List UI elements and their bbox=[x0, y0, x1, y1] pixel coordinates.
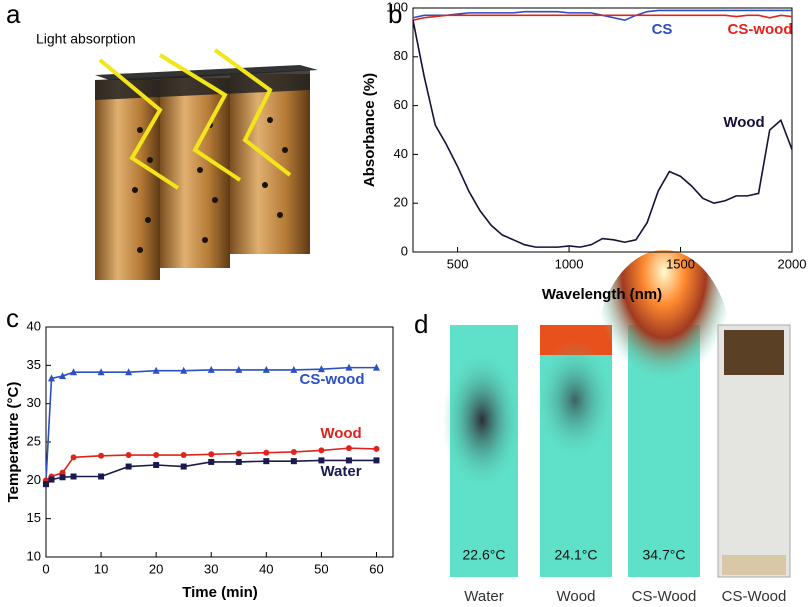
x-tick-label: 50 bbox=[314, 561, 328, 576]
point bbox=[208, 458, 215, 465]
point bbox=[98, 473, 105, 480]
panel-label: b bbox=[388, 0, 402, 29]
plot-frame bbox=[412, 7, 793, 253]
y-axis-label: Temperature (°C) bbox=[5, 382, 22, 503]
y-tick-label: 35 bbox=[27, 357, 41, 372]
photo-caption: Water bbox=[464, 588, 503, 605]
x-tick-label: 10 bbox=[94, 561, 108, 576]
point bbox=[290, 458, 297, 465]
y-tick-label: 80 bbox=[394, 48, 408, 63]
illustration-label: Light absorption bbox=[36, 31, 136, 47]
x-axis-label: Time (min) bbox=[182, 584, 258, 601]
point bbox=[373, 445, 380, 452]
series-label: CS-wood bbox=[300, 371, 365, 388]
point bbox=[263, 458, 270, 465]
point bbox=[262, 365, 270, 373]
point bbox=[345, 445, 352, 452]
point bbox=[70, 368, 78, 376]
x-tick-label: 500 bbox=[447, 256, 469, 271]
point bbox=[70, 454, 77, 461]
point bbox=[125, 463, 132, 470]
photo-temperature: 34.7°C bbox=[643, 547, 686, 563]
point bbox=[152, 366, 160, 374]
x-tick-label: 1500 bbox=[666, 256, 695, 271]
series-label: Wood bbox=[723, 114, 764, 131]
point bbox=[59, 469, 66, 476]
y-tick-label: 100 bbox=[386, 0, 408, 14]
y-tick-label: 15 bbox=[27, 510, 41, 525]
point bbox=[317, 365, 325, 373]
x-axis-label: Wavelength (nm) bbox=[542, 286, 662, 303]
point bbox=[70, 473, 77, 480]
point bbox=[98, 452, 105, 459]
x-tick-label: 2000 bbox=[778, 256, 807, 271]
y-tick-label: 30 bbox=[27, 395, 41, 410]
point bbox=[153, 462, 160, 468]
series-label: Water bbox=[320, 463, 361, 480]
thermal-images bbox=[442, 250, 791, 578]
point bbox=[153, 452, 160, 459]
series-line bbox=[412, 20, 793, 248]
photo-caption: CS-Wood bbox=[632, 588, 697, 605]
point bbox=[290, 448, 297, 455]
panel-label: a bbox=[6, 0, 21, 29]
x-tick-label: 20 bbox=[149, 561, 163, 576]
point bbox=[263, 449, 270, 456]
point bbox=[125, 452, 132, 459]
plot-frame bbox=[45, 326, 394, 558]
point bbox=[290, 365, 298, 373]
point bbox=[125, 368, 133, 376]
point bbox=[318, 457, 325, 464]
y-tick-label: 0 bbox=[401, 243, 408, 258]
panel-label: c bbox=[6, 303, 19, 333]
point bbox=[208, 451, 215, 458]
y-tick-label: 60 bbox=[394, 97, 408, 112]
point bbox=[48, 476, 55, 483]
point bbox=[43, 481, 49, 488]
wood-illustration bbox=[95, 48, 318, 280]
point bbox=[372, 363, 380, 371]
y-tick-label: 40 bbox=[27, 318, 41, 333]
photo-temperature: 24.1°C bbox=[555, 547, 598, 563]
y-tick-label: 20 bbox=[27, 472, 41, 487]
x-tick-label: 60 bbox=[369, 561, 383, 576]
series-label: Wood bbox=[320, 425, 361, 442]
y-axis-label: Absorbance (%) bbox=[361, 73, 378, 187]
series-label: CS-wood bbox=[728, 21, 793, 38]
y-tick-label: 20 bbox=[394, 195, 408, 210]
point bbox=[373, 457, 380, 464]
point bbox=[59, 474, 66, 481]
x-tick-label: 30 bbox=[204, 561, 218, 576]
point bbox=[318, 447, 325, 454]
point bbox=[235, 365, 243, 373]
y-tick-label: 40 bbox=[394, 146, 408, 161]
point bbox=[59, 372, 67, 380]
photo-caption: Wood bbox=[557, 588, 596, 605]
panel-label: d bbox=[414, 309, 428, 339]
x-tick-label: 0 bbox=[42, 561, 49, 576]
point bbox=[235, 458, 242, 465]
point bbox=[180, 366, 188, 374]
point bbox=[48, 374, 56, 382]
x-tick-label: 1000 bbox=[555, 256, 584, 271]
photo-caption: CS-Wood bbox=[722, 588, 787, 605]
x-tick-label: 40 bbox=[259, 561, 273, 576]
photo-temperature: 22.6°C bbox=[463, 547, 506, 563]
y-tick-label: 25 bbox=[27, 433, 41, 448]
series-label: CS bbox=[652, 21, 673, 38]
point bbox=[235, 450, 242, 457]
point bbox=[180, 452, 187, 459]
y-tick-label: 10 bbox=[27, 548, 41, 563]
point bbox=[345, 457, 352, 464]
point bbox=[180, 463, 187, 470]
point bbox=[345, 363, 353, 371]
point bbox=[97, 368, 105, 376]
series-line bbox=[412, 14, 793, 21]
point bbox=[207, 365, 215, 373]
